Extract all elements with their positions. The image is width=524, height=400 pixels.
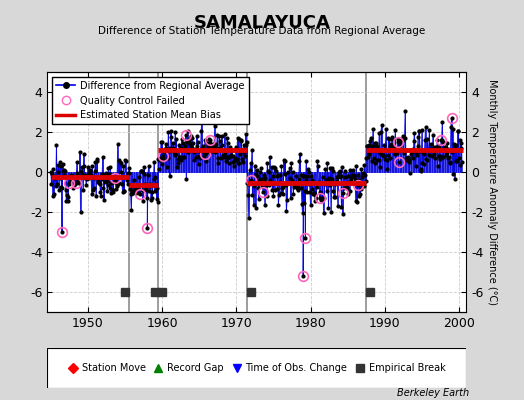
Text: SAMALAYUCA: SAMALAYUCA [193, 14, 331, 32]
Y-axis label: Monthly Temperature Anomaly Difference (°C): Monthly Temperature Anomaly Difference (… [487, 79, 497, 305]
FancyBboxPatch shape [47, 348, 466, 388]
Legend: Difference from Regional Average, Quality Control Failed, Estimated Station Mean: Difference from Regional Average, Qualit… [52, 77, 248, 124]
Legend: Station Move, Record Gap, Time of Obs. Change, Empirical Break: Station Move, Record Gap, Time of Obs. C… [64, 359, 449, 377]
Text: Berkeley Earth: Berkeley Earth [397, 388, 469, 398]
Text: Difference of Station Temperature Data from Regional Average: Difference of Station Temperature Data f… [99, 26, 425, 36]
